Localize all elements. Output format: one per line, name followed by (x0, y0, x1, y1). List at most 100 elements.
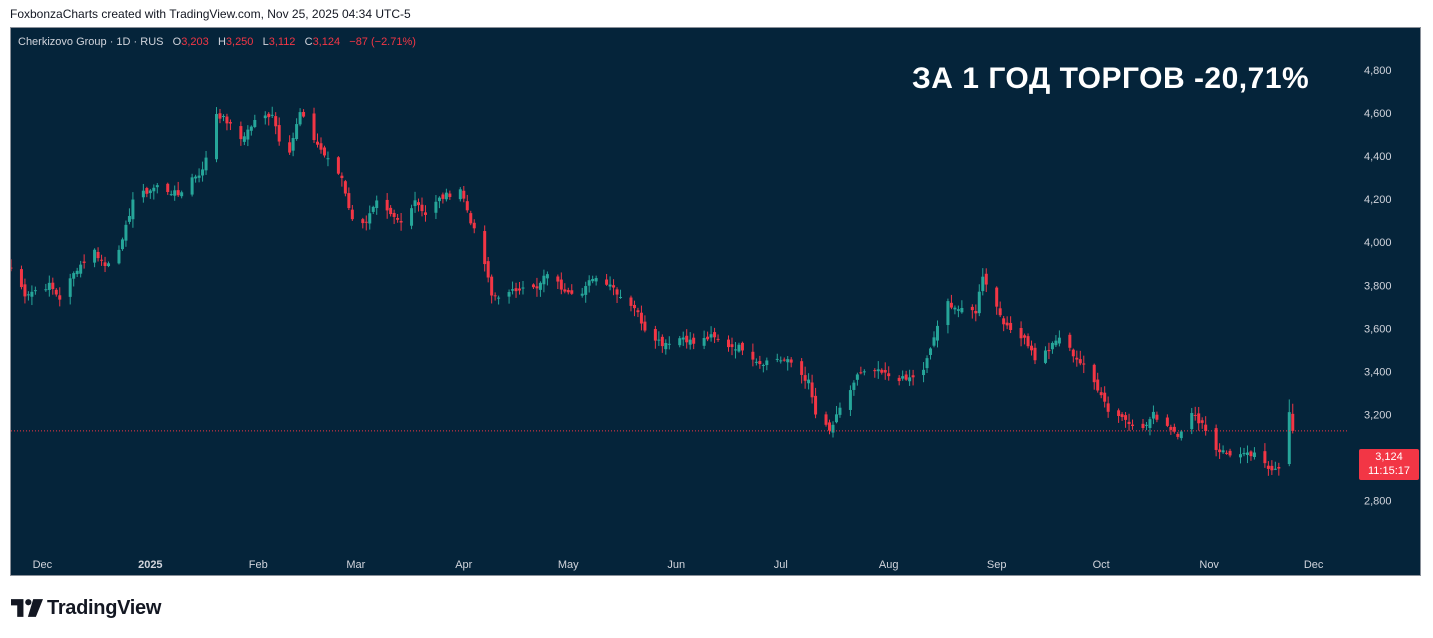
candle-body (587, 280, 591, 286)
candle-body (371, 206, 375, 212)
candle-body (765, 360, 769, 366)
low-value: 3,112 (268, 36, 296, 48)
candle-body (786, 359, 790, 363)
candle-body (340, 175, 344, 179)
candle-body (706, 336, 710, 340)
candle-body (497, 297, 501, 299)
candle-body (1277, 467, 1281, 469)
candle-body (1200, 420, 1204, 423)
candle-body (1019, 328, 1023, 339)
candle-body (1082, 363, 1086, 365)
candlestick-chart[interactable]: 2,8003,0003,2003,4003,6003,8004,0004,200… (11, 28, 1420, 575)
candle-body (754, 361, 758, 363)
candle-body (570, 290, 574, 294)
tradingview-brand[interactable]: TradingView (11, 597, 161, 619)
candle-body (444, 192, 448, 200)
candle-body (1071, 349, 1075, 357)
candle-body (33, 290, 37, 292)
candle-body (242, 136, 246, 142)
candle-body (72, 273, 76, 279)
y-tick-label: 4,000 (1364, 237, 1392, 249)
candle-body (922, 369, 926, 376)
candle-body (619, 297, 623, 299)
candle-body (1002, 318, 1006, 325)
candle-body (434, 201, 438, 213)
candle-body (361, 219, 365, 224)
ohlc-legend: Cherkizovo Group · 1D · RUS O3,203 H3,25… (18, 36, 416, 48)
candle-body (911, 375, 915, 378)
candle-body (716, 338, 720, 340)
candle-body (643, 321, 647, 331)
candle-body (462, 190, 466, 199)
candle-body (437, 197, 441, 202)
candle-body (458, 189, 462, 200)
candle-body (1078, 359, 1082, 364)
candle-body (124, 224, 128, 241)
candle-body (413, 200, 417, 207)
candle-body (58, 295, 62, 300)
candle-body (117, 249, 121, 264)
candle-body (364, 221, 368, 223)
x-tick-label: Nov (1199, 559, 1219, 571)
candle-body (316, 141, 320, 145)
candle-body (51, 282, 55, 290)
candle-body (44, 289, 48, 291)
tradingview-wordmark: TradingView (47, 596, 162, 619)
candle-body (636, 310, 640, 313)
candle-body (1057, 337, 1061, 344)
candle-body (629, 297, 633, 306)
candle-body (1092, 364, 1096, 383)
candle-body (639, 312, 643, 324)
candle-body (1252, 452, 1256, 458)
candle-body (218, 113, 222, 119)
candle-body (120, 239, 124, 250)
candle-body (82, 261, 86, 263)
candle-body (1047, 349, 1051, 352)
candle-body (542, 275, 546, 285)
x-tick-label: Aug (879, 559, 899, 571)
x-tick-label: Feb (249, 559, 268, 571)
candle-body (782, 359, 786, 361)
candle-body (267, 113, 271, 118)
candle-body (1239, 454, 1243, 458)
candle-body (239, 126, 243, 140)
candle-body (615, 289, 619, 295)
candle-body (190, 177, 194, 195)
candle-body (594, 278, 598, 282)
candle-body (1176, 433, 1180, 437)
y-tick-label: 2,800 (1364, 496, 1392, 508)
candle-body (1155, 414, 1159, 420)
high-value: 3,250 (225, 36, 254, 48)
candle-body (862, 371, 866, 373)
candle-body (859, 372, 863, 374)
candle-body (507, 292, 511, 297)
candle-body (486, 261, 490, 278)
candle-body (79, 264, 83, 274)
candle-body (441, 194, 445, 199)
candle-body (511, 289, 515, 291)
candle-body (852, 382, 856, 390)
candle-body (1009, 322, 1013, 331)
y-tick-label: 4,400 (1364, 151, 1392, 163)
candle-body (1287, 412, 1291, 465)
candle-body (483, 231, 487, 265)
candle-body (93, 249, 97, 263)
candle-body (810, 382, 814, 398)
candle-body (1242, 452, 1246, 455)
candle-body (779, 360, 783, 362)
candle-body (141, 190, 145, 198)
candle-body (521, 287, 525, 289)
candle-body (1144, 424, 1148, 426)
y-tick-label: 4,200 (1364, 194, 1392, 206)
candle-body (312, 113, 316, 141)
chart-pane[interactable]: 2,8003,0003,2003,4003,6003,8004,0004,200… (10, 27, 1421, 576)
candle-body (350, 209, 354, 220)
candle-body (883, 369, 887, 373)
y-tick-label: 3,800 (1364, 280, 1392, 292)
candle-body (107, 263, 111, 267)
candle-body (800, 361, 804, 375)
y-tick-label: 3,600 (1364, 323, 1392, 335)
candle-body (1193, 414, 1197, 416)
candle-body (761, 365, 765, 367)
candle-body (343, 181, 347, 194)
